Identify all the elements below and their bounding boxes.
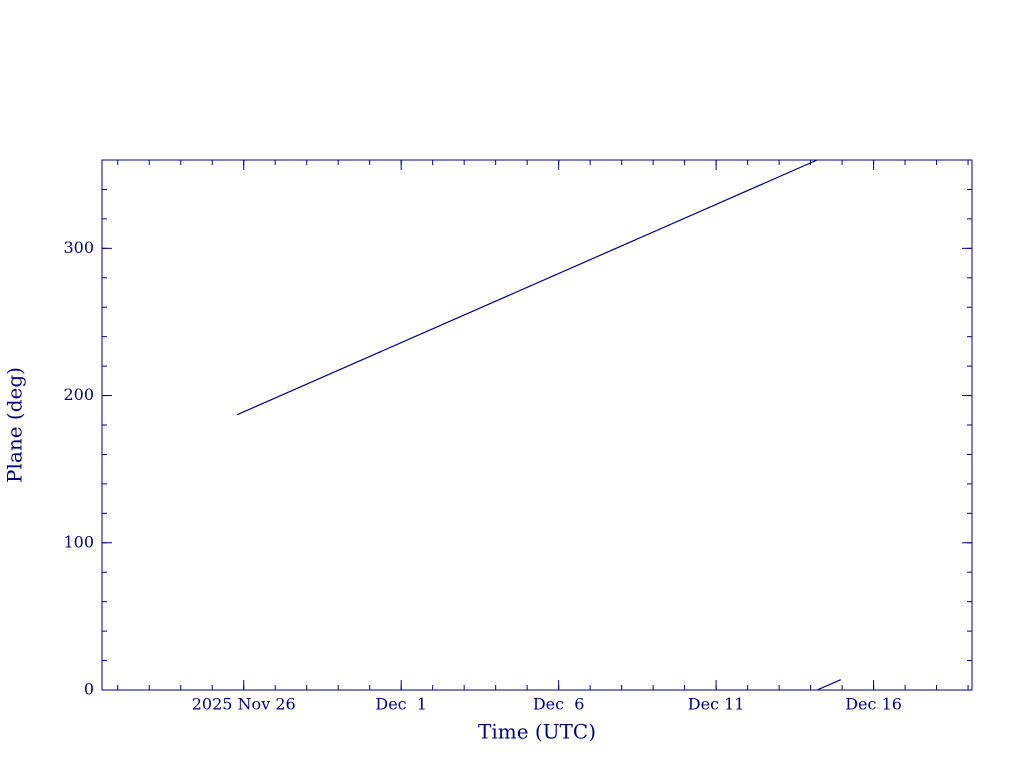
x-tick-label: Dec 11 [688,695,745,714]
data-line [236,159,842,691]
y-tick-label: 200 [63,385,94,404]
x-tick-label: Dec 16 [845,695,902,714]
x-tick-label: Dec 1 [375,695,427,714]
x-tick-label: 2025 Nov 26 [192,695,296,714]
y-tick-label: 100 [63,532,94,551]
x-tick-label: Dec 6 [533,695,585,714]
y-tick-label: 0 [84,680,94,699]
plot-frame [101,159,973,691]
x-axis-label: Time (UTC) [478,720,596,744]
y-tick-label: 300 [63,238,94,257]
y-axis-label: Plane (deg) [3,367,27,483]
